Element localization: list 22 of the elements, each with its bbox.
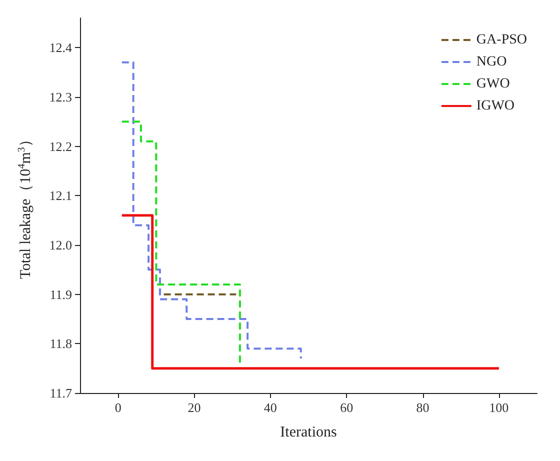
legend-label: IGWO bbox=[476, 98, 515, 114]
y-tick-label: 11.8 bbox=[50, 336, 72, 352]
x-tick-label: 40 bbox=[264, 400, 277, 415]
x-tick-label: 60 bbox=[340, 400, 354, 415]
y-axis-title: Total leakage（104m3） bbox=[16, 132, 34, 279]
line-series bbox=[120, 61, 302, 360]
legend-label: GA-PSO bbox=[476, 32, 528, 48]
x-axis-title: Iterations bbox=[280, 424, 337, 440]
y-tick-label: 12.0 bbox=[49, 237, 72, 252]
y-tick-label: 12.3 bbox=[49, 89, 72, 104]
y-tick-label: 12.1 bbox=[49, 188, 72, 204]
legend-label: NGO bbox=[476, 54, 507, 70]
x-tick-label: 20 bbox=[188, 400, 201, 415]
x-tick-label: 0 bbox=[114, 400, 122, 415]
y-tick-label: 12.2 bbox=[49, 138, 72, 154]
y-tick-label: 12.4 bbox=[49, 40, 72, 56]
line-series bbox=[120, 120, 241, 364]
x-tick-label: 80 bbox=[416, 400, 430, 415]
legend-label: GWO bbox=[476, 76, 510, 92]
y-tick-label: 11.9 bbox=[50, 286, 72, 302]
y-tick-label: 11.7 bbox=[50, 386, 72, 400]
x-tick-label: 100 bbox=[489, 400, 509, 415]
